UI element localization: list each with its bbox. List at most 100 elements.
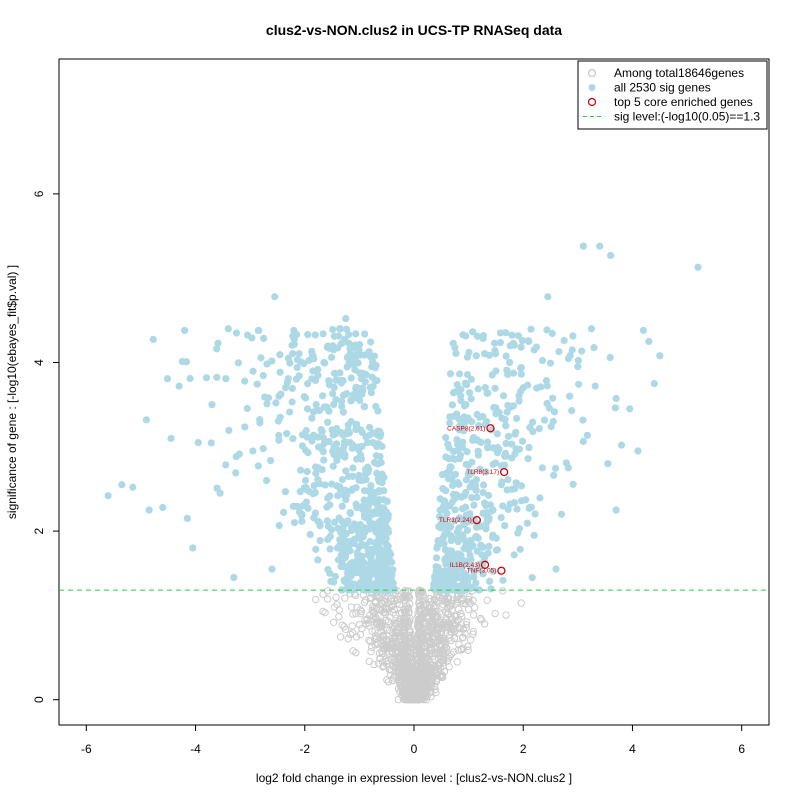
sig-point (523, 519, 531, 527)
sig-point (290, 326, 298, 335)
nonsig-point (379, 608, 387, 617)
x-tick-label: 0 (411, 742, 418, 756)
sig-point (353, 350, 361, 358)
sig-point (502, 352, 510, 360)
nonsig-point (368, 602, 377, 611)
sig-point (222, 375, 230, 383)
sig-point (617, 441, 626, 449)
sig-point (341, 450, 349, 459)
sig-point (359, 575, 367, 583)
sig-point (465, 389, 474, 397)
nonsig-point (405, 628, 414, 636)
sig-point (510, 551, 518, 559)
legend-label: top 5 core enriched genes (614, 95, 753, 109)
sig-point (489, 460, 497, 468)
sig-point (216, 489, 224, 497)
sig-point (253, 380, 261, 388)
sig-point (493, 430, 501, 438)
sig-point (529, 418, 537, 426)
sig-point (306, 488, 314, 496)
sig-point (319, 434, 328, 442)
sig-point (479, 481, 488, 489)
nonsig-point (319, 590, 327, 599)
nonsig-point (341, 594, 349, 602)
sig-point (389, 566, 397, 574)
sig-point (367, 389, 375, 397)
sig-point (308, 414, 316, 422)
sig-point (502, 329, 510, 337)
legend-label: Among total18646genes (614, 66, 744, 80)
sig-point (459, 583, 467, 591)
sig-point (232, 469, 240, 477)
sig-point (308, 437, 316, 445)
nonsig-point (406, 654, 414, 662)
sig-point (293, 356, 302, 364)
sig-point (348, 444, 356, 452)
nonsig-point (449, 648, 458, 656)
sig-point (186, 374, 194, 383)
sig-point (475, 413, 484, 421)
top-gene-label: TNF(3.05) (467, 568, 497, 575)
sig-point (293, 502, 301, 511)
nonsig-point (483, 596, 491, 605)
sig-point (590, 344, 598, 352)
sig-point (263, 400, 271, 408)
sig-point (569, 480, 577, 488)
sig-point (341, 438, 349, 446)
sig-point (367, 338, 375, 346)
sig-point (340, 576, 348, 584)
nonsig-point (426, 651, 434, 659)
sig-point (232, 329, 241, 337)
sig-point (290, 519, 299, 527)
sig-point (473, 332, 482, 340)
nonsig-point (336, 633, 345, 641)
nonsig-point (477, 616, 486, 624)
sig-point (467, 563, 475, 572)
sig-point (372, 452, 381, 460)
nonsig-point (407, 665, 416, 674)
sig-point (311, 376, 320, 385)
sig-point (587, 325, 596, 333)
sig-point (276, 351, 284, 359)
sig-point (471, 481, 480, 490)
sig-point (550, 471, 558, 479)
sig-point (347, 579, 355, 588)
nonsig-point (401, 592, 409, 600)
sig-point (214, 339, 222, 347)
sig-point (470, 573, 478, 581)
x-tick-label: -2 (299, 742, 310, 756)
sig-point (262, 476, 271, 485)
sig-point (504, 475, 512, 484)
sig-point (329, 390, 337, 398)
sig-point (328, 426, 336, 434)
nonsig-point (417, 605, 426, 613)
sig-point (323, 403, 331, 411)
sig-point (474, 534, 482, 542)
sig-point (579, 416, 587, 424)
nonsig-point (385, 649, 394, 658)
nonsig-point (378, 658, 387, 666)
sig-point (604, 460, 612, 468)
nonsig-point (448, 606, 456, 614)
sig-point (284, 354, 292, 362)
sig-point (463, 526, 472, 535)
sig-point (538, 464, 546, 472)
sig-point (492, 534, 500, 542)
sig-point (493, 546, 502, 554)
sig-point (504, 432, 513, 440)
nonsig-point (385, 603, 394, 612)
sig-point (445, 455, 453, 463)
nonsig-point (459, 644, 468, 653)
sig-point (543, 382, 551, 390)
sig-point (289, 435, 297, 443)
nonsig-point (333, 600, 341, 609)
sig-point (481, 552, 489, 560)
sig-point (361, 513, 369, 521)
sig-point (583, 431, 592, 439)
sig-point (374, 407, 382, 415)
sig-point (336, 483, 344, 491)
sig-point (504, 505, 512, 514)
sig-point (267, 456, 275, 465)
sig-point (306, 530, 314, 539)
